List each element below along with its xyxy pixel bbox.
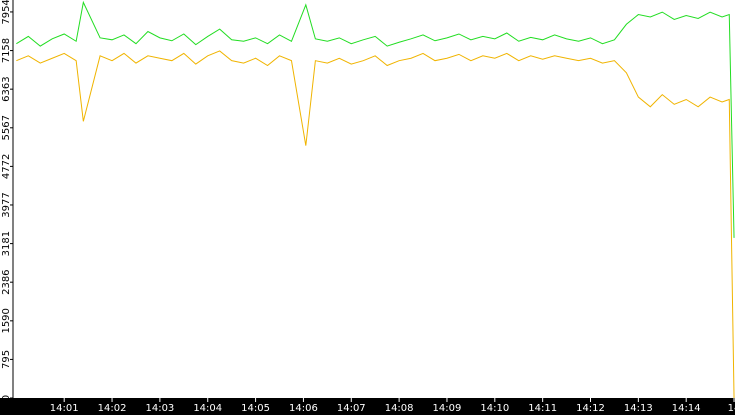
x-tick-label: 14:12	[576, 403, 605, 414]
x-tick-label: 14:06	[289, 403, 318, 414]
x-tick-label: 14:05	[241, 403, 270, 414]
y-tick-label: 0	[1, 395, 12, 401]
y-tick-label: 795	[1, 350, 12, 369]
x-tick-label: 14:03	[145, 403, 174, 414]
y-tick-label: 2386	[1, 269, 12, 294]
series-line	[16, 50, 735, 399]
x-tick-label: 14:01	[50, 403, 79, 414]
x-tick-label: 14	[728, 403, 735, 414]
x-tick-label: 14:13	[624, 403, 653, 414]
x-tick-label: 14:14	[672, 403, 701, 414]
y-tick-label: 6363	[1, 76, 12, 101]
x-tick-label: 14:08	[385, 403, 414, 414]
x-tick-label: 14:04	[193, 403, 222, 414]
x-tick-label: 14:10	[480, 403, 509, 414]
y-tick-label: 7158	[1, 38, 12, 63]
y-tick-label: 1590	[1, 308, 12, 333]
y-tick-label: 5567	[1, 115, 12, 140]
x-tick-label: 14:07	[337, 403, 366, 414]
y-tick-label: 4772	[1, 154, 12, 179]
y-tick-label: 7954	[1, 0, 12, 25]
x-axis-bar	[0, 398, 735, 415]
series-line	[16, 0, 735, 238]
y-tick-label: 3977	[1, 192, 12, 217]
x-tick-label: 14:11	[528, 403, 557, 414]
y-tick-label: 3181	[1, 231, 12, 256]
x-tick-label: 14:09	[433, 403, 462, 414]
x-tick-label: 14:02	[98, 403, 127, 414]
